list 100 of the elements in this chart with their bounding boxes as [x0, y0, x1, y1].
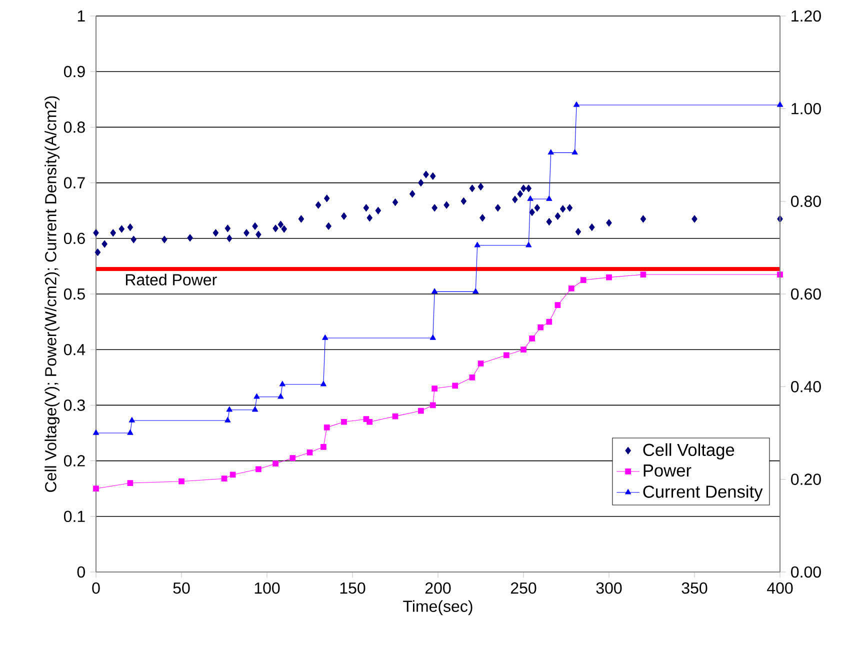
point [776, 101, 784, 107]
point [375, 206, 382, 214]
point [478, 360, 484, 366]
point [128, 417, 135, 422]
point [526, 184, 532, 192]
legend-label: Power [644, 464, 692, 477]
point [127, 430, 134, 435]
point [130, 236, 136, 244]
point [320, 380, 326, 386]
point [554, 212, 561, 220]
point [430, 334, 436, 340]
point [526, 242, 532, 248]
point [418, 179, 424, 187]
point [324, 424, 330, 430]
y-tick-label: 0.6 [64, 232, 85, 244]
point [230, 472, 236, 478]
point [278, 220, 284, 228]
point [432, 288, 438, 294]
point [430, 172, 436, 180]
y-tick-label: 0.8 [64, 122, 85, 133]
point [127, 224, 134, 232]
x-tick-label: 300 [596, 582, 622, 594]
point [93, 229, 99, 237]
point [226, 234, 232, 242]
point [221, 476, 228, 482]
point [512, 196, 518, 204]
point [606, 219, 612, 227]
point [118, 225, 125, 233]
point [226, 406, 232, 412]
point [589, 224, 595, 232]
point [212, 229, 219, 237]
point [432, 204, 438, 212]
point [444, 201, 450, 209]
y-tick-label: 0.3 [64, 400, 85, 411]
y-tick-label: 0.2 [64, 455, 85, 466]
point [320, 444, 326, 450]
point [187, 234, 193, 242]
point [474, 242, 480, 248]
point [341, 418, 347, 425]
point [418, 408, 424, 414]
point [640, 215, 646, 223]
x-tick-label: 100 [254, 582, 280, 594]
point [560, 205, 566, 213]
point [554, 302, 561, 308]
y-tick-label: 0.1 [64, 510, 85, 522]
point [430, 402, 436, 408]
point [469, 184, 476, 192]
point [306, 450, 313, 456]
point [423, 170, 429, 178]
point [472, 288, 479, 294]
point [538, 324, 544, 330]
x-tick-label: 350 [682, 582, 708, 594]
y-tick-label: 0 [77, 566, 85, 578]
y-tick-label: 0.5 [64, 288, 85, 300]
point [548, 149, 554, 155]
point [529, 208, 535, 216]
y2-tick-label: 0.20 [791, 474, 821, 485]
x-tick-label: 250 [510, 582, 536, 594]
point [517, 190, 523, 198]
x-tick-label: 200 [425, 582, 451, 594]
y2-tick-label: 0.00 [791, 566, 821, 578]
point [460, 197, 467, 205]
point [392, 413, 398, 420]
y2-tick-label: 1.20 [792, 10, 821, 22]
point [529, 336, 535, 342]
point [298, 215, 304, 223]
point [93, 486, 99, 492]
point [520, 346, 526, 353]
point [110, 229, 116, 237]
point [606, 274, 612, 280]
point [480, 214, 486, 222]
point [178, 478, 184, 484]
point [315, 201, 322, 209]
point [244, 229, 250, 237]
point [256, 466, 262, 472]
y2-tick-label: 1.00 [792, 103, 821, 114]
y-tick-label: 1 [78, 10, 85, 22]
point [546, 318, 552, 325]
point [432, 386, 438, 392]
y-tick-label: 0.7 [64, 177, 85, 188]
point [363, 204, 370, 212]
y-tick-label: 0.4 [64, 344, 86, 356]
point [322, 334, 328, 340]
point [102, 240, 108, 248]
ref-line-label: Rated Power [126, 274, 217, 286]
point [409, 190, 416, 198]
point [469, 374, 476, 380]
point [252, 406, 258, 412]
point [580, 277, 586, 284]
x-tick-label: 50 [173, 582, 190, 594]
x-tick-label: 400 [767, 582, 793, 594]
point [127, 480, 134, 486]
point [224, 224, 231, 232]
point [566, 204, 573, 212]
y2-tick-label: 0.80 [791, 196, 821, 207]
point [326, 222, 332, 230]
point [162, 236, 168, 244]
x-axis-title: Time(sec) [403, 600, 472, 616]
point [254, 393, 260, 399]
point [92, 430, 100, 435]
